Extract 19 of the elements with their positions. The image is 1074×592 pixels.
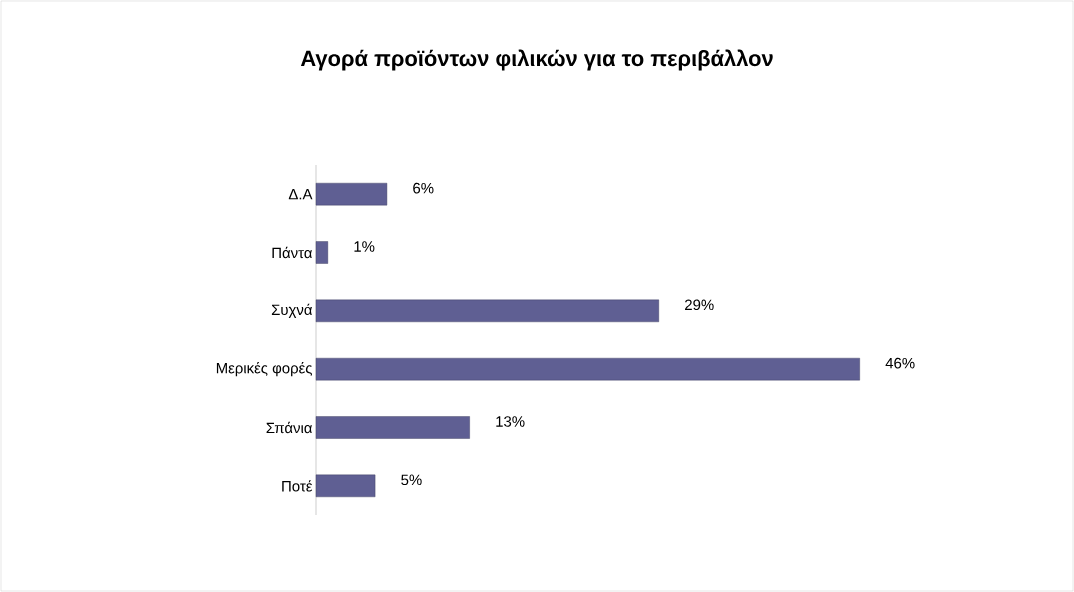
data-label: 6% (413, 182, 434, 194)
y-tick-label: Συχνά (271, 303, 313, 319)
bar (315, 416, 470, 439)
chart-title: Αγορά προϊόντων φιλικών για το περιβάλλον (300, 49, 773, 71)
bar (315, 474, 376, 498)
bar (315, 241, 329, 264)
bar (315, 357, 860, 381)
data-label: 46% (885, 357, 915, 369)
data-label: 1% (354, 241, 375, 252)
y-tick-label: Δ.Α (288, 189, 313, 200)
data-label: 29% (685, 299, 714, 311)
y-tick-label: Σπάνια (266, 421, 313, 434)
y-tick-label: Πάντα (272, 246, 313, 259)
bar (315, 299, 659, 323)
y-tick-label: Μερικές φορές (216, 361, 312, 377)
y-tick-label: Ποτέ (282, 480, 313, 492)
data-label: 13% (496, 416, 525, 427)
bar (315, 182, 388, 206)
data-label: 5% (401, 474, 422, 486)
